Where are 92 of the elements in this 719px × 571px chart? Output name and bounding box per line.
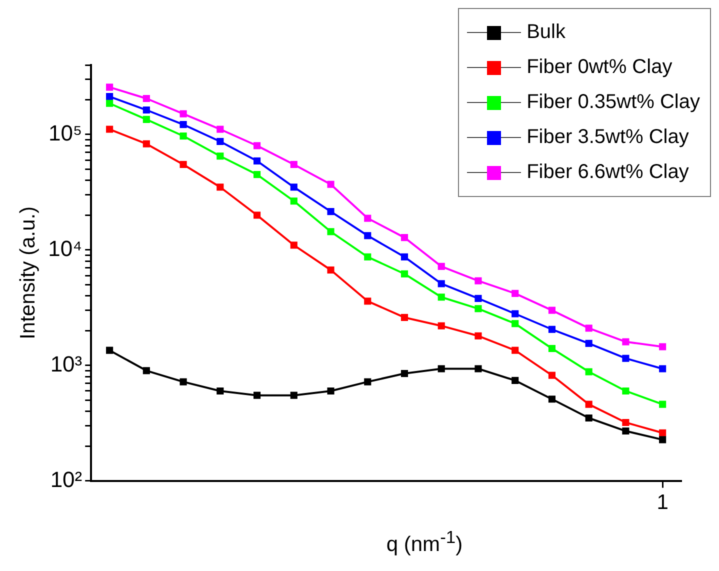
y-tick-label: 10³ [50, 351, 82, 376]
point [216, 126, 224, 133]
legend-label: Fiber 6.6wt% Clay [526, 160, 689, 185]
point [548, 396, 556, 403]
point [474, 305, 482, 312]
point [253, 212, 261, 219]
point [400, 234, 408, 242]
point [290, 184, 298, 191]
point [474, 294, 482, 302]
point [253, 170, 261, 178]
y-tick-label: 10⁵ [48, 120, 82, 146]
x-tick-label: 1 [656, 491, 668, 514]
point [180, 110, 187, 118]
point [364, 378, 372, 386]
point [253, 142, 261, 150]
point [327, 228, 334, 236]
point [290, 392, 298, 399]
point [106, 84, 114, 91]
point [327, 208, 334, 216]
point [512, 376, 519, 384]
point [474, 277, 482, 284]
point [216, 138, 224, 146]
point [512, 310, 519, 318]
point [180, 378, 187, 386]
point [585, 400, 592, 408]
point [180, 132, 187, 140]
point [585, 324, 592, 332]
point [364, 298, 372, 305]
y-tick-label: 10⁴ [48, 236, 82, 261]
point [364, 253, 372, 260]
point [400, 314, 408, 321]
point [142, 94, 150, 102]
point [438, 365, 445, 372]
point [142, 140, 150, 148]
point [106, 100, 114, 107]
point [180, 120, 187, 128]
point [548, 306, 556, 314]
point [438, 262, 445, 270]
point [659, 343, 666, 350]
point [364, 214, 372, 222]
point [585, 414, 592, 422]
point [327, 387, 334, 395]
y-tick-label: 10² [50, 466, 82, 492]
point [585, 340, 592, 347]
legend-label: Fiber 3.5wt% Clay [526, 125, 689, 150]
point [512, 290, 519, 297]
point [659, 436, 666, 444]
point [438, 280, 445, 288]
point [180, 160, 187, 168]
point [327, 266, 334, 274]
point [474, 332, 482, 340]
point [400, 253, 408, 260]
point [400, 370, 408, 378]
point [548, 344, 556, 352]
point [142, 106, 150, 114]
point [548, 326, 556, 333]
point [400, 270, 408, 278]
point [290, 198, 298, 205]
point [659, 365, 666, 372]
point [253, 157, 261, 164]
point [622, 354, 630, 362]
point [548, 372, 556, 379]
point [438, 322, 445, 330]
point [585, 368, 592, 376]
legend-label: Bulk [526, 20, 566, 45]
point [106, 93, 114, 100]
point [216, 152, 224, 160]
point [474, 365, 482, 372]
point [622, 338, 630, 346]
legend-label: Fiber 0wt% Clay [526, 55, 672, 80]
point [106, 346, 114, 354]
x-axis-title: q (nm$^{-1}$) [385, 527, 464, 557]
point [106, 126, 114, 133]
point [512, 346, 519, 354]
point [290, 160, 298, 168]
point [659, 429, 666, 436]
point [512, 320, 519, 328]
point [216, 184, 224, 191]
point [622, 418, 630, 426]
legend-label: Fiber 0.35wt% Clay [526, 90, 700, 115]
point [327, 180, 334, 188]
point [142, 367, 150, 374]
point [622, 387, 630, 395]
point [216, 387, 224, 395]
y-axis-title: Intensity (a.u.) [16, 206, 40, 340]
point [364, 232, 372, 240]
point [659, 400, 666, 408]
point [142, 116, 150, 123]
point [253, 392, 261, 399]
point [438, 294, 445, 301]
point [290, 242, 298, 249]
point [622, 427, 630, 435]
